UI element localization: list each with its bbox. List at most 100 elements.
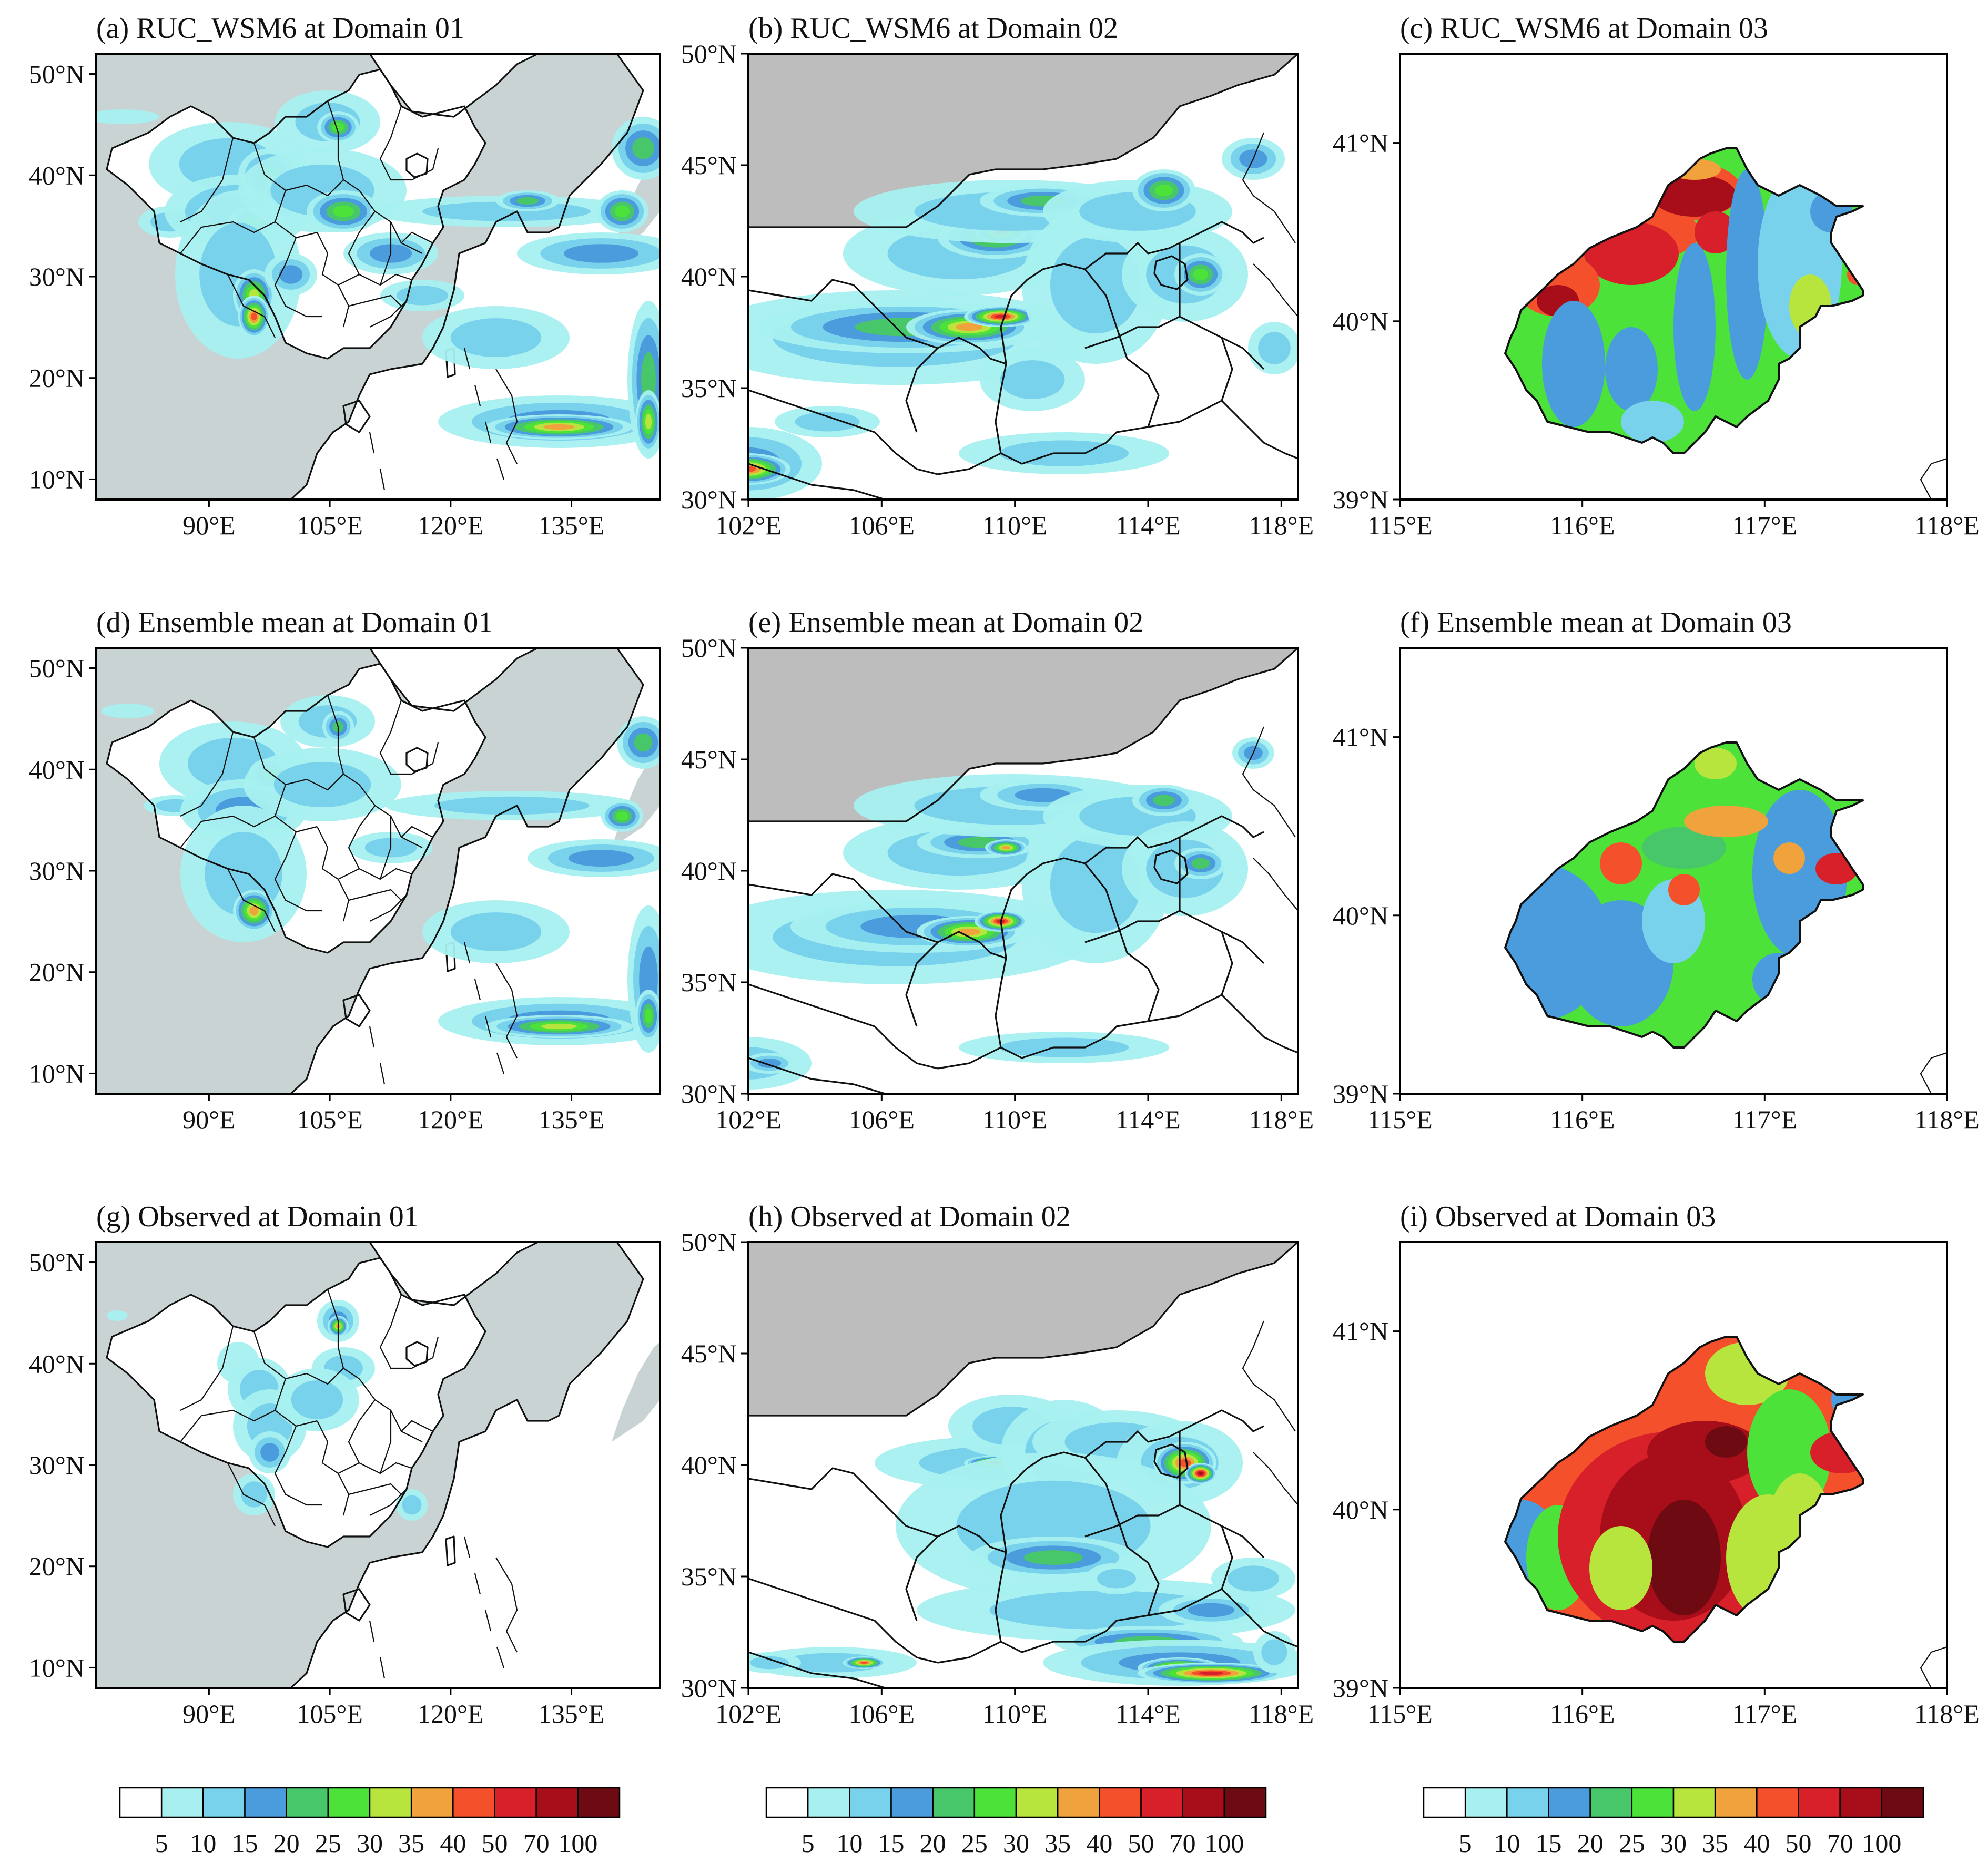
precip-contour bbox=[644, 1008, 653, 1024]
province-boundary bbox=[1000, 857, 1086, 959]
lon-tick-label: 118°E bbox=[1249, 1105, 1314, 1134]
lon-tick-label: 114°E bbox=[1115, 511, 1181, 540]
province-boundary bbox=[1179, 1409, 1264, 1432]
colorbar-2: 5 10 15 20 25 30 35 40 50 70 100 bbox=[765, 1787, 1267, 1858]
lon-tick-label: 120°E bbox=[418, 1699, 484, 1728]
lon-tick-label: 102°E bbox=[715, 1699, 782, 1728]
colorbar-level-label: 35 bbox=[398, 1828, 424, 1858]
lat-tick-label: 41°N bbox=[1333, 723, 1388, 752]
colorbar-swatch bbox=[973, 1787, 1017, 1818]
lat-tick-label: 35°N bbox=[681, 373, 737, 403]
beijing-boundary bbox=[1504, 147, 1864, 454]
province-boundary bbox=[317, 232, 350, 328]
province-boundary bbox=[748, 873, 886, 912]
lat-tick-label: 30°N bbox=[681, 1079, 737, 1108]
lon-tick-label: 120°E bbox=[418, 1105, 484, 1134]
tianjin-boundary bbox=[1920, 1052, 1947, 1094]
precip-contour bbox=[1188, 1603, 1235, 1617]
province-boundary bbox=[995, 1552, 1007, 1642]
panel-title: (h) Observed at Domain 02 bbox=[748, 1200, 1071, 1233]
china-border bbox=[106, 663, 486, 954]
province-boundary bbox=[1148, 400, 1222, 428]
beijing-boundary bbox=[1504, 1336, 1864, 1643]
lon-tick-label: 116°E bbox=[1550, 511, 1615, 540]
colorbar-level-label: 20 bbox=[1577, 1828, 1604, 1858]
map-content bbox=[96, 648, 660, 1094]
province-boundary bbox=[1084, 1430, 1180, 1459]
lat-tick-label: 10°N bbox=[29, 464, 85, 494]
precip-contour bbox=[1705, 1426, 1747, 1458]
philippines-outline bbox=[495, 1557, 518, 1653]
province-boundary bbox=[1148, 1588, 1222, 1616]
colorbar-level-label: 20 bbox=[920, 1828, 946, 1858]
panel-title: (d) Ensemble mean at Domain 01 bbox=[96, 606, 493, 639]
precip-contour bbox=[1154, 184, 1173, 197]
lat-tick-label: 30°N bbox=[29, 1450, 85, 1480]
philippines-outline bbox=[495, 369, 518, 464]
coastline bbox=[1253, 858, 1298, 911]
province-boundary bbox=[180, 1326, 234, 1411]
province-boundary bbox=[748, 389, 938, 475]
precip-contour bbox=[96, 109, 159, 124]
province-boundary bbox=[748, 1578, 938, 1664]
precip-contour bbox=[402, 1495, 422, 1515]
colorbar-swatch bbox=[1223, 1787, 1267, 1818]
lon-tick-label: 106°E bbox=[849, 511, 915, 540]
precip-contour bbox=[1258, 332, 1291, 364]
colorbar-level-label: 100 bbox=[1204, 1828, 1244, 1858]
precip-contour bbox=[750, 1656, 789, 1670]
coastline bbox=[96, 1242, 644, 1688]
colorbar-level-label: 10 bbox=[1494, 1828, 1520, 1858]
colorbar-level-label: 35 bbox=[1044, 1828, 1071, 1858]
lon-tick-label: 110°E bbox=[982, 1105, 1048, 1134]
precip-contour bbox=[1024, 1550, 1083, 1565]
precip-contour bbox=[1652, 175, 1737, 217]
map-panel-e: (e) Ensemble mean at Domain 02 30°N 35°N 40… bbox=[681, 606, 1314, 1134]
colorbar-level-label: 70 bbox=[523, 1828, 550, 1858]
province-boundary bbox=[348, 1483, 402, 1495]
province-boundary bbox=[1000, 263, 1086, 364]
precip-contour bbox=[1600, 842, 1642, 884]
nine-dash-line bbox=[369, 348, 505, 491]
nine-dash-line bbox=[369, 942, 505, 1085]
province-boundary bbox=[274, 784, 287, 817]
province-boundary bbox=[1221, 1588, 1298, 1648]
taiwan-island bbox=[445, 1535, 456, 1566]
lat-tick-label: 39°N bbox=[1333, 1673, 1388, 1703]
precip-contour bbox=[1193, 268, 1209, 281]
precip-contour bbox=[1647, 1500, 1721, 1615]
lat-tick-label: 40°N bbox=[681, 856, 737, 886]
precip-contour bbox=[450, 912, 542, 951]
lat-tick-label: 20°N bbox=[29, 363, 85, 393]
precip-contour bbox=[1261, 1639, 1287, 1665]
map-panel-g: (g) Observed at Domain 01 10°N 20°N 30°N 40°… bbox=[29, 1200, 661, 1728]
province-boundary bbox=[748, 1057, 886, 1094]
lat-tick-label: 40°N bbox=[1333, 307, 1388, 336]
province-boundary bbox=[379, 222, 392, 286]
precip-contour bbox=[450, 318, 542, 357]
precip-contour bbox=[568, 850, 634, 867]
lat-tick-label: 40°N bbox=[681, 1450, 737, 1480]
precip-contour bbox=[860, 1661, 868, 1664]
province-boundary bbox=[748, 463, 886, 500]
colorbar-swatch bbox=[1464, 1787, 1508, 1818]
precip-contour bbox=[1542, 301, 1605, 427]
precip-contour bbox=[645, 414, 652, 430]
national-border bbox=[748, 1242, 1298, 1417]
coastline bbox=[96, 648, 644, 1094]
precip-contour bbox=[1773, 842, 1805, 874]
province-boundary bbox=[253, 143, 344, 197]
colorbar-swatch bbox=[1714, 1787, 1758, 1818]
precip-contour bbox=[1589, 1526, 1652, 1610]
province-boundary bbox=[1000, 1451, 1086, 1553]
lat-tick-label: 40°N bbox=[1333, 901, 1388, 930]
precip-contour bbox=[102, 704, 154, 718]
province-boundary bbox=[995, 958, 1007, 1048]
province-boundary bbox=[1000, 426, 1149, 465]
lon-tick-label: 90°E bbox=[182, 1699, 236, 1728]
lat-tick-label: 40°N bbox=[29, 755, 85, 784]
panel-title: (a) RUC_WSM6 at Domain 01 bbox=[96, 12, 464, 45]
lon-tick-label: 114°E bbox=[1115, 1105, 1181, 1134]
province-boundary bbox=[348, 294, 402, 307]
beijing-boundary bbox=[1504, 741, 1864, 1049]
